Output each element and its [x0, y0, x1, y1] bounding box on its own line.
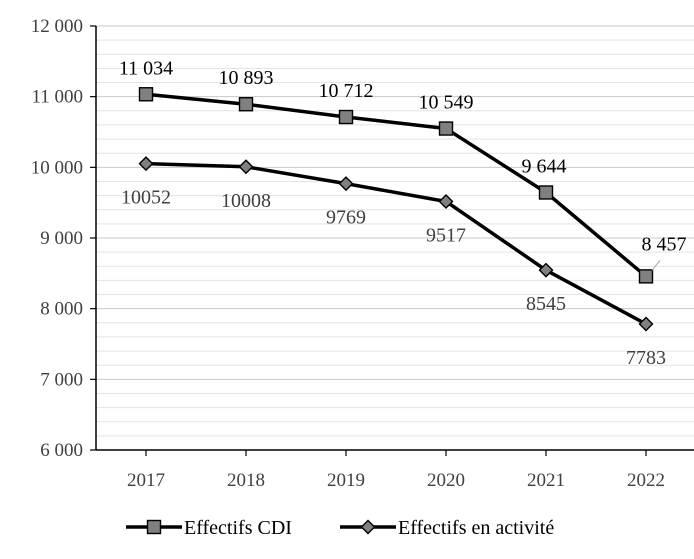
data-label-cdi: 9 644: [522, 155, 567, 177]
x-tick-label: 2020: [427, 470, 465, 491]
x-tick-label: 2019: [327, 470, 365, 491]
series: [138, 87, 654, 332]
data-point-cdi: [338, 109, 354, 125]
legend-label: Effectifs en activité: [398, 517, 554, 539]
data-point-activite: [138, 156, 154, 172]
axes: 6 000 7 000 8 000 9 000 10 000 11 000 12 000 20…: [31, 16, 694, 491]
data-point-cdi: [638, 269, 654, 284]
y-tick-label: 12 000: [31, 16, 83, 37]
data-label-cdi: 10 712: [319, 80, 374, 102]
data-label-activite: 7783: [626, 347, 666, 369]
data-point-activite: [638, 316, 654, 332]
x-tick-label: 2021: [527, 470, 565, 491]
legend-square-marker: [146, 519, 162, 535]
data-label-cdi: 11 034: [119, 57, 173, 79]
data-label-activite: 9769: [326, 207, 366, 229]
data-label-activite: 10052: [121, 187, 171, 209]
data-point-cdi: [238, 97, 254, 112]
data-point-activite: [238, 159, 254, 175]
y-tick-label: 11 000: [31, 87, 83, 108]
data-point-cdi: [138, 87, 154, 102]
data-point-cdi: [438, 121, 454, 136]
data-point-activite: [438, 193, 454, 209]
series-line-cdi: [145, 92, 648, 278]
legend-label: Effectifs CDI: [184, 517, 292, 539]
data-label-activite: 8545: [526, 293, 566, 315]
label-leader-line: [651, 260, 661, 271]
grid-lines: [96, 25, 694, 437]
data-label-cdi: 10 549: [419, 92, 474, 114]
data-point-activite: [538, 262, 554, 278]
data-point-activite: [338, 176, 354, 192]
data-label-activite: 10008: [221, 190, 271, 212]
data-point-cdi: [538, 185, 554, 200]
series-line-activite: [145, 161, 647, 326]
data-label-cdi: 8 457: [642, 233, 687, 255]
x-tick-label: 2017: [127, 470, 165, 491]
x-tick-label: 2022: [627, 470, 665, 491]
x-tick-label: 2018: [227, 470, 265, 491]
y-tick-label: 7 000: [40, 369, 83, 390]
legend-diamond-marker: [360, 519, 376, 535]
data-labels: 11 034 10 893 10 712 10 549 9 644 8 457 10052 1…: [119, 57, 687, 369]
data-label-cdi: 10 893: [219, 67, 274, 89]
legend: Effectifs CDI Effectifs en activité: [126, 517, 554, 539]
y-tick-label: 6 000: [40, 440, 83, 461]
legend-item-cdi: Effectifs CDI: [126, 517, 292, 539]
y-tick-label: 8 000: [40, 299, 83, 320]
y-tick-label: 10 000: [31, 157, 83, 178]
data-label-activite: 9517: [426, 224, 466, 246]
y-tick-label: 9 000: [40, 228, 83, 249]
legend-item-activite: Effectifs en activité: [340, 517, 554, 539]
